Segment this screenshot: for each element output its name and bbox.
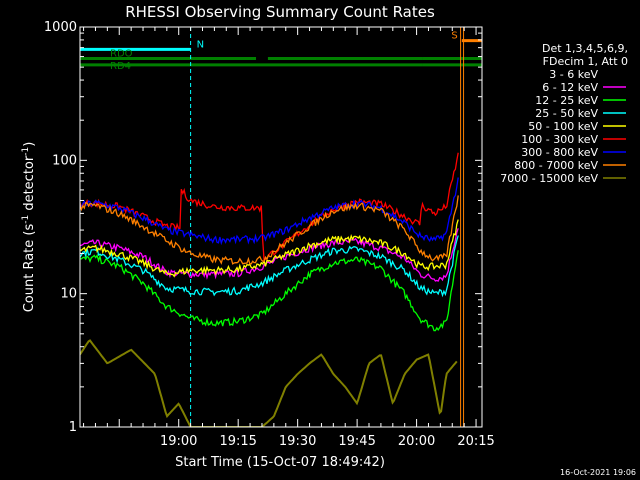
x-tick-label-19-00: 19:00 bbox=[160, 434, 197, 449]
legend-label-6-12-kev: 6 - 12 keV bbox=[542, 81, 598, 94]
x-tick-label-20-15: 20:15 bbox=[457, 434, 494, 449]
y-tick-label-100: 100 bbox=[52, 153, 77, 168]
state-label-n: N bbox=[197, 39, 204, 50]
state-label-rdo: RDO bbox=[110, 49, 133, 60]
x-axis-label: Start Time (15-Oct-07 18:49:42) bbox=[175, 455, 385, 470]
legend-label-50-100-kev: 50 - 100 keV bbox=[528, 120, 598, 133]
state-label-rd4: RD4 bbox=[110, 61, 131, 72]
footer-date: 16-Oct-2021 19:06 bbox=[560, 468, 636, 477]
legend-label-800-7000-kev: 800 - 7000 keV bbox=[514, 159, 598, 172]
x-tick-label-19-45: 19:45 bbox=[338, 434, 375, 449]
plot-frame bbox=[79, 26, 483, 428]
series-line-12-25-kev bbox=[80, 250, 459, 332]
y-tick-label-10: 10 bbox=[60, 287, 77, 302]
legend-header-1: FDecim 1, Att 0 bbox=[543, 55, 628, 68]
series-line-300-800-kev bbox=[80, 177, 459, 246]
y-tick-label-1000: 1000 bbox=[44, 20, 77, 35]
series-line-50-100-kev bbox=[80, 219, 459, 278]
legend-label-7000-15000-kev: 7000 - 15000 keV bbox=[500, 172, 598, 185]
series-line-6-12-kev bbox=[80, 228, 459, 282]
legend-label-300-800-kev: 300 - 800 keV bbox=[521, 146, 598, 159]
axes: 1 10 100 1000 19:00 19:15 19:30 19:45 20:00 20:15 bbox=[44, 20, 495, 449]
legend-label-100-300-kev: 100 - 300 keV bbox=[521, 133, 598, 146]
x-tick-label-19-15: 19:15 bbox=[219, 434, 256, 449]
legend-label-25-50-kev: 25 - 50 keV bbox=[535, 107, 598, 120]
x-tick-label-19-30: 19:30 bbox=[279, 434, 316, 449]
series-line-100-300-kev bbox=[80, 152, 459, 262]
legend-header-0: Det 1,3,4,5,6,9, bbox=[542, 42, 628, 55]
legend-label-12-25-kev: 12 - 25 keV bbox=[535, 94, 598, 107]
series-line-7000-15000-kev bbox=[80, 339, 458, 427]
series-line-3-6-kev bbox=[80, 262, 459, 365]
series-line-800-7000-kev bbox=[80, 195, 459, 265]
chart-title: RHESSI Observing Summary Count Rates bbox=[125, 3, 435, 21]
legend-label-3-6-kev: 3 - 6 keV bbox=[549, 68, 598, 81]
y-tick-label-1: 1 bbox=[69, 420, 77, 435]
state-label-s: S bbox=[451, 31, 457, 42]
legend: Det 1,3,4,5,6,9,FDecim 1, Att 03 - 6 keV… bbox=[500, 42, 628, 185]
series-line-25-50-kev bbox=[80, 235, 459, 298]
x-tick-label-20-00: 20:00 bbox=[398, 434, 435, 449]
y-axis-label: Count Rate (s-1 detector-1) bbox=[21, 142, 37, 313]
